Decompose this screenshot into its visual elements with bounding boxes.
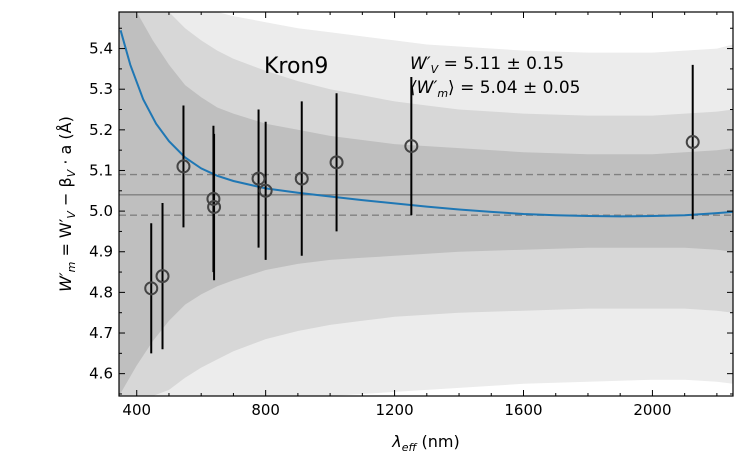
data-point: [404, 139, 419, 154]
data-point: [294, 171, 309, 186]
data-point: [329, 155, 344, 170]
data-points: [144, 135, 700, 296]
star-name-annotation: Kron9: [264, 54, 328, 79]
x-tick-label: 1200: [375, 401, 413, 419]
data-point: [251, 171, 266, 186]
band-1-sigma: [119, 12, 733, 396]
data-point: [206, 191, 221, 206]
y-tick-label: 4.9: [89, 243, 113, 261]
data-point: [155, 269, 170, 284]
fit-curve: [119, 30, 733, 218]
y-tick-label: 5.3: [89, 80, 113, 98]
data-point: [685, 135, 700, 150]
x-tick-label: 1600: [504, 401, 542, 419]
data-point: [176, 159, 191, 174]
y-tick-label: 5.2: [89, 121, 113, 139]
y-tick-label: 4.8: [89, 283, 113, 301]
y-tick-label: 5.0: [89, 202, 113, 220]
x-tick-label: 800: [251, 401, 280, 419]
data-point: [207, 200, 222, 215]
y-axis-label: W′m = W′V − βV · a (Å): [56, 116, 78, 292]
data-point: [144, 281, 159, 296]
error-bars: [150, 64, 694, 354]
data-point: [258, 183, 273, 198]
reference-lines: [119, 173, 733, 216]
x-tick-label: 400: [122, 401, 151, 419]
confidence-bands: [119, 12, 733, 396]
y-tick-label: 4.6: [89, 365, 113, 383]
x-axis-label: λeff (nm): [391, 432, 459, 454]
plot-area: [119, 12, 733, 396]
x-tick-label: 2000: [633, 401, 671, 419]
axis-ticks: 400 800 1200 1600 2000 4.6 4.7 4.8 4.9 5.0 5.1 5.2 5…: [89, 12, 733, 419]
wv-annotation: W′V = 5.11 ± 0.15: [410, 54, 564, 76]
y-tick-label: 5.1: [89, 161, 113, 179]
y-tick-label: 4.7: [89, 324, 113, 342]
plot-frame: [118, 11, 734, 397]
fit-curve-group: [119, 30, 733, 218]
wm-mean-annotation: ⟨W′m⟩ = 5.04 ± 0.05: [410, 78, 580, 100]
y-tick-label: 5.4: [89, 40, 113, 58]
